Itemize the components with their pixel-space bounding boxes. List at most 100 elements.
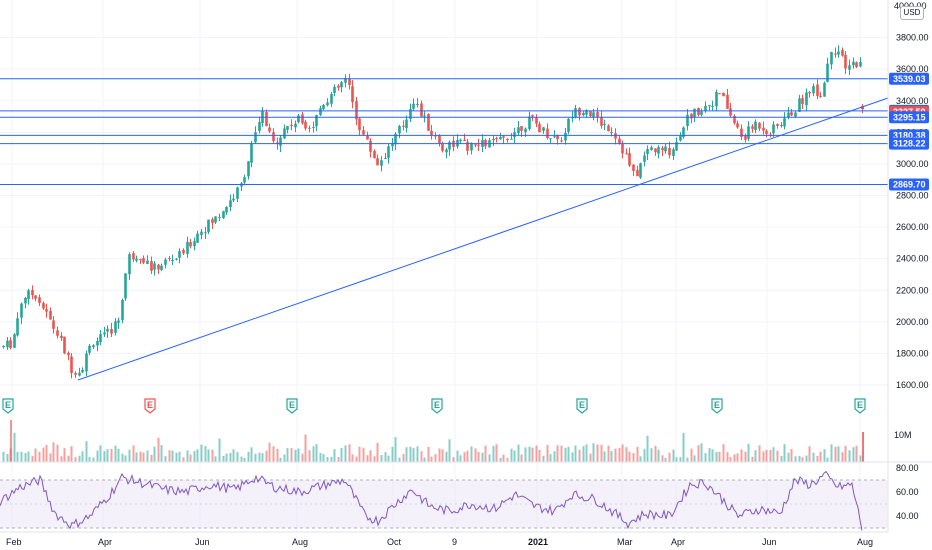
earnings-marker[interactable]: E	[431, 398, 443, 414]
volume-bar	[751, 456, 754, 462]
volume-bar	[394, 437, 397, 462]
volume-bar	[488, 454, 491, 462]
currency-badge[interactable]: USD	[900, 6, 924, 20]
volume-bar	[798, 455, 801, 462]
candle-body	[322, 104, 325, 110]
candle-body	[610, 132, 613, 134]
candle-body	[517, 127, 520, 134]
candle-body	[733, 115, 736, 123]
candle-body	[211, 219, 214, 223]
price-level-tag-label: 2869.70	[893, 179, 926, 189]
candle-body	[740, 128, 743, 137]
candle-body	[700, 111, 703, 115]
volume-bar	[135, 452, 138, 462]
price-level-tag	[889, 72, 929, 85]
volume-bar	[589, 453, 592, 462]
candle-body	[20, 303, 23, 318]
volume-bar	[862, 432, 864, 462]
earnings-badge-shape	[431, 398, 443, 414]
candle-body	[657, 147, 660, 154]
candle-body	[567, 118, 570, 132]
volume-bar	[456, 450, 459, 462]
volume-bar	[614, 448, 617, 462]
candle-body	[193, 241, 196, 247]
candle-body	[474, 144, 477, 146]
candle-body	[308, 127, 311, 129]
earnings-badge-shape	[286, 398, 298, 414]
horizontal-levels[interactable]	[0, 78, 888, 185]
volume-bar	[376, 442, 379, 462]
volume-bar	[24, 453, 27, 462]
candle-body	[794, 112, 797, 117]
volume-bar	[409, 446, 412, 462]
volume-bar	[13, 432, 16, 462]
candle-body	[830, 52, 833, 65]
candle-body	[549, 138, 552, 140]
volume-bar	[596, 444, 599, 462]
volume-bar	[700, 443, 703, 462]
candle-body	[704, 105, 707, 111]
volume-bar	[398, 457, 401, 462]
candle-body	[358, 118, 361, 131]
candle-body	[236, 187, 239, 199]
candle-body	[841, 50, 844, 56]
volume-bar	[826, 457, 829, 462]
earnings-marker[interactable]: E	[854, 398, 866, 414]
candle-body	[171, 260, 174, 262]
earnings-marker[interactable]: E	[286, 398, 298, 414]
volume-bar	[510, 448, 513, 462]
volume-bar	[405, 447, 408, 462]
volume-bar	[114, 445, 117, 462]
ascending-trendline[interactable]	[77, 97, 889, 381]
candle-body	[744, 135, 747, 140]
candle-body	[618, 138, 621, 144]
volume-bar	[243, 457, 246, 462]
candle-body	[826, 63, 829, 82]
time-axis[interactable]: Feb Apr Jun Aug Oct 9 2021 Mar Apr Jun Aug	[6, 537, 873, 547]
volume-bar	[758, 445, 761, 462]
volume-bar	[81, 451, 84, 462]
candle-body	[49, 310, 52, 320]
candle-body	[103, 332, 106, 335]
volume-bar	[45, 445, 48, 462]
volume-bar	[841, 452, 844, 462]
candle-body	[38, 297, 41, 303]
candle-body	[664, 146, 667, 152]
earnings-marker[interactable]: E	[144, 398, 156, 414]
volume-bar	[142, 452, 145, 462]
candle-body	[492, 139, 495, 141]
volume-bar	[783, 444, 786, 462]
price-level-tag	[889, 178, 929, 191]
volume-bar	[42, 447, 45, 462]
volume-bar	[549, 454, 552, 462]
price-candles	[2, 45, 864, 379]
candle-body	[301, 114, 304, 124]
candle-body	[247, 161, 250, 177]
candle-body	[13, 334, 16, 348]
volume-bar	[740, 449, 743, 462]
volume-bar	[412, 448, 415, 462]
earnings-marker[interactable]: E	[2, 398, 14, 414]
candle-body	[646, 148, 649, 155]
volume-bar	[780, 455, 783, 462]
volume-bar	[808, 446, 811, 462]
volume-bar	[232, 449, 235, 462]
volume-bar	[304, 434, 307, 462]
candle-body	[6, 340, 9, 348]
volume-bar	[513, 450, 516, 462]
candle-body	[499, 137, 502, 140]
price-axis[interactable]: 3800.003600.003400.003200.003000.002800.…	[896, 33, 929, 390]
price-tick-label: 2800.00	[896, 191, 929, 201]
volume-bar	[258, 452, 261, 462]
candle-body	[337, 85, 340, 88]
price-level-tag	[889, 111, 929, 124]
earnings-marker[interactable]: E	[576, 398, 588, 414]
candle-body	[751, 126, 754, 129]
volume-bar	[646, 435, 649, 462]
candle-body	[528, 116, 531, 130]
earnings-marker[interactable]: E	[711, 398, 723, 414]
time-axis-label: Aug	[857, 537, 873, 547]
volume-bar	[247, 451, 250, 462]
